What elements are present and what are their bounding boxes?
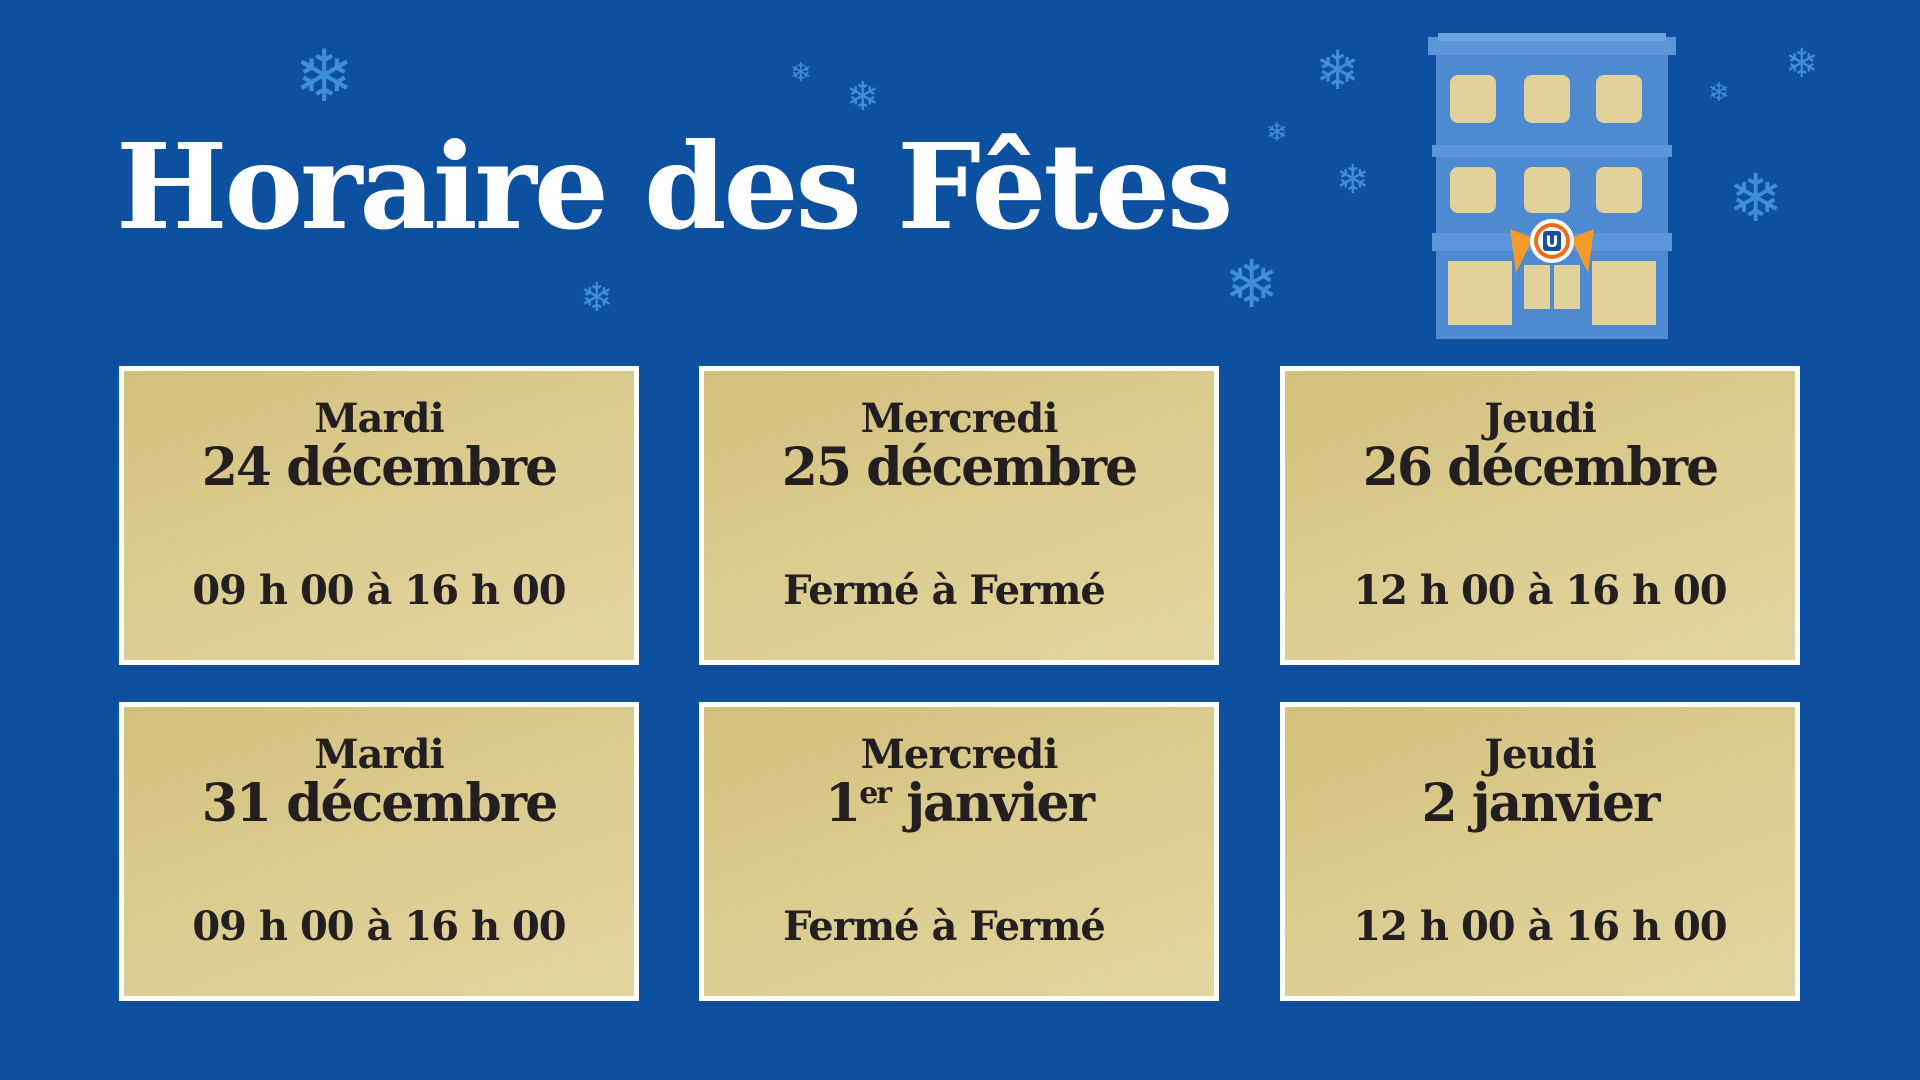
- hours: 09 h 00 à 16 h 00: [192, 567, 566, 614]
- hours: 12 h 00 à 16 h 00: [1353, 903, 1727, 950]
- schedule-card-4: Mardi 31 décembre 09 h 00 à 16 h 00: [119, 702, 639, 1001]
- date: 24 décembre: [201, 437, 559, 498]
- date: 2 janvier: [1421, 773, 1660, 834]
- schedule-card-5: Mercredi 1er janvier Fermé à Fermé: [699, 702, 1219, 1001]
- date: 25 décembre: [781, 437, 1139, 498]
- snowflake-icon: ❄: [846, 74, 880, 120]
- schedule-card-1: Mardi 24 décembre 09 h 00 à 16 h 00: [119, 366, 639, 665]
- date: 26 décembre: [1362, 437, 1720, 498]
- snowflake-icon: ❄: [1785, 41, 1819, 87]
- snowflake-icon: ❄: [294, 34, 355, 118]
- day-name: Mercredi: [860, 731, 1059, 778]
- date-number: 1: [825, 773, 861, 834]
- logo-letter: U: [1546, 232, 1559, 251]
- store-building-illustration: U: [1428, 33, 1676, 339]
- hours: 09 h 00 à 16 h 00: [192, 903, 566, 950]
- day-name: Mercredi: [860, 395, 1059, 442]
- schedule-card-6: Jeudi 2 janvier 12 h 00 à 16 h 00: [1280, 702, 1800, 1001]
- snowflake-icon: ❄: [1336, 157, 1370, 203]
- snowflake-icon: ❄: [1224, 246, 1280, 323]
- snowflake-icon: ❄: [580, 275, 614, 321]
- day-name: Mardi: [314, 731, 444, 778]
- page-title: Horaire des Fêtes: [116, 117, 1233, 256]
- hours: 12 h 00 à 16 h 00: [1353, 567, 1727, 614]
- snowflake-icon: ❄: [1708, 78, 1730, 108]
- schedule-card-3: Jeudi 26 décembre 12 h 00 à 16 h 00: [1280, 366, 1800, 665]
- hours: Fermé à Fermé: [783, 567, 1106, 614]
- day-name: Jeudi: [1484, 395, 1597, 442]
- snowflake-icon: ❄: [1728, 160, 1784, 237]
- snowflake-icon: ❄: [790, 58, 812, 88]
- day-name: Jeudi: [1484, 731, 1597, 778]
- date-ordinal: er: [859, 776, 892, 811]
- day-name: Mardi: [314, 395, 444, 442]
- schedule-card-2: Mercredi 25 décembre Fermé à Fermé: [699, 366, 1219, 665]
- snowflake-icon: ❄: [1266, 118, 1288, 148]
- hours: Fermé à Fermé: [783, 903, 1106, 950]
- date: 31 décembre: [201, 773, 559, 834]
- date: 1er janvier: [704, 773, 1214, 834]
- snowflake-icon: ❄: [1315, 39, 1361, 102]
- date-month: janvier: [890, 773, 1095, 834]
